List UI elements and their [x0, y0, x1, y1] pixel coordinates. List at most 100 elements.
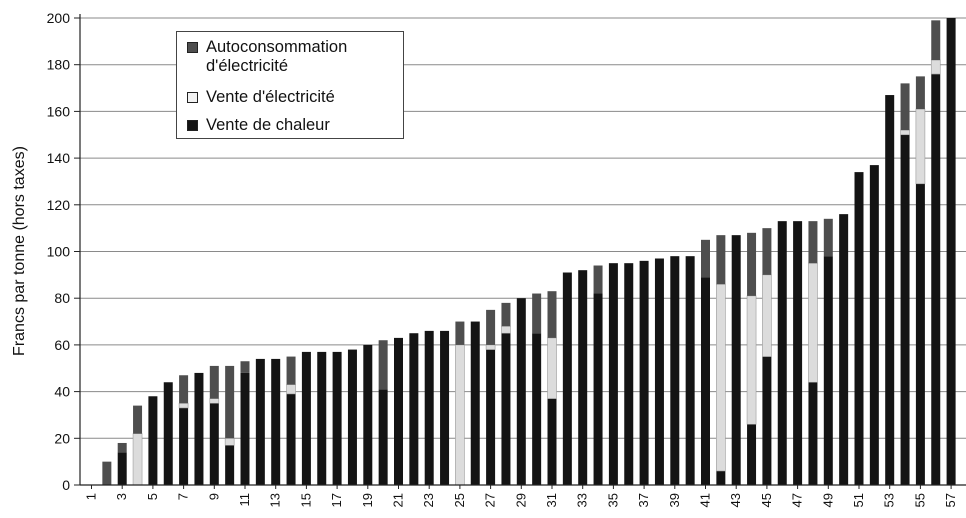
bar-vente-electricite-56 — [930, 59, 941, 75]
bar-vente-chaleur-54 — [900, 134, 910, 485]
y-tick-label: 120 — [47, 197, 71, 213]
x-tick-label: 27 — [483, 493, 498, 507]
bar-vente-chaleur-52 — [869, 165, 879, 486]
x-tick-label: 19 — [360, 493, 375, 507]
legend: Autoconsommation d'électricité Vente d'é… — [176, 31, 404, 139]
bar-autoconsommation-14 — [286, 356, 296, 385]
bar-vente-chaleur-43 — [731, 235, 741, 485]
y-axis-label: Francs par tonne (hors taxes) — [11, 146, 28, 356]
x-tick-label: 23 — [421, 493, 436, 507]
x-tick-label: 39 — [667, 493, 682, 507]
x-tick-label: 21 — [391, 493, 406, 507]
bar-vente-chaleur-30 — [532, 333, 542, 485]
bar-vente-chaleur-42 — [716, 470, 726, 485]
y-tick-label: 160 — [47, 103, 71, 119]
bar-autoconsommation-42 — [716, 235, 726, 285]
bar-vente-chaleur-6 — [163, 382, 173, 485]
bar-vente-electricite-44 — [746, 295, 757, 425]
y-tick-label: 140 — [47, 150, 71, 166]
bar-vente-chaleur-51 — [854, 172, 864, 486]
bar-vente-chaleur-11 — [240, 372, 250, 485]
bar-vente-electricite-10 — [224, 437, 235, 446]
x-tick-label: 3 — [114, 493, 129, 500]
bar-vente-electricite-31 — [547, 337, 557, 399]
bar-vente-chaleur-49 — [823, 256, 833, 485]
bar-vente-chaleur-57 — [946, 18, 956, 485]
bar-vente-electricite-45 — [762, 274, 772, 357]
x-tick-label: 29 — [513, 493, 528, 507]
bar-vente-chaleur-18 — [347, 349, 357, 485]
bar-vente-chaleur-23 — [424, 330, 434, 485]
x-tick-label: 9 — [206, 493, 221, 500]
bar-vente-chaleur-5 — [148, 396, 158, 485]
bar-autoconsommation-11 — [240, 361, 250, 373]
bar-autoconsommation-27 — [486, 309, 496, 345]
bar-autoconsommation-9 — [209, 365, 219, 399]
y-tick-label: 40 — [54, 384, 70, 400]
bar-vente-chaleur-48 — [808, 382, 818, 485]
bar-vente-chaleur-34 — [593, 293, 603, 485]
bar-autoconsommation-3 — [117, 442, 127, 453]
bar-vente-chaleur-37 — [639, 260, 649, 485]
bar-vente-chaleur-32 — [562, 272, 572, 485]
y-tick-label: 0 — [62, 477, 70, 493]
bar-vente-chaleur-50 — [839, 214, 849, 485]
bar-vente-chaleur-20 — [378, 389, 388, 485]
x-tick-label: 17 — [329, 493, 344, 507]
bar-vente-chaleur-53 — [885, 95, 895, 486]
legend-label-autoconsommation: Autoconsommation d'électricité — [206, 38, 347, 76]
x-tick-label: 53 — [882, 493, 897, 507]
bar-vente-electricite-9 — [209, 398, 220, 404]
bar-vente-chaleur-22 — [409, 333, 419, 485]
legend-swatch-vente-electricite — [187, 92, 198, 103]
bar-vente-electricite-7 — [178, 402, 189, 409]
x-tick-label: 37 — [636, 493, 651, 507]
bar-vente-chaleur-7 — [179, 407, 189, 485]
bar-vente-chaleur-16 — [317, 351, 327, 485]
bar-vente-chaleur-26 — [470, 321, 480, 485]
bar-vente-chaleur-9 — [209, 403, 219, 485]
bar-autoconsommation-30 — [532, 293, 542, 334]
bar-vente-chaleur-39 — [670, 256, 680, 485]
x-tick-label: 25 — [452, 493, 467, 507]
bar-vente-electricite-54 — [900, 129, 910, 136]
x-tick-label: 57 — [943, 493, 958, 507]
bar-vente-electricite-27 — [485, 344, 496, 350]
bar-autoconsommation-31 — [547, 291, 557, 338]
y-tick-label: 180 — [47, 57, 71, 73]
x-tick-label: 31 — [544, 493, 559, 507]
bar-autoconsommation-2 — [102, 461, 112, 485]
x-tick-label: 13 — [268, 493, 283, 507]
bar-vente-chaleur-13 — [271, 358, 281, 485]
bar-vente-chaleur-56 — [931, 74, 941, 485]
bar-vente-chaleur-10 — [225, 445, 235, 485]
bar-autoconsommation-45 — [762, 228, 772, 275]
bar-autoconsommation-56 — [931, 20, 941, 61]
bar-autoconsommation-55 — [915, 76, 925, 110]
x-tick-label: 51 — [851, 493, 866, 507]
bar-vente-chaleur-28 — [501, 333, 511, 485]
bar-autoconsommation-54 — [900, 83, 910, 131]
bar-autoconsommation-34 — [593, 265, 603, 294]
bar-autoconsommation-44 — [747, 232, 757, 296]
bar-vente-chaleur-14 — [286, 393, 296, 485]
legend-label-vente-electricite: Vente d'électricité — [206, 88, 335, 106]
bar-vente-chaleur-41 — [701, 277, 710, 485]
bar-vente-electricite-4 — [132, 433, 143, 486]
y-tick-label: 20 — [54, 430, 70, 446]
bar-vente-chaleur-44 — [747, 424, 757, 485]
bar-vente-chaleur-45 — [762, 356, 772, 485]
bar-vente-electricite-55 — [915, 108, 926, 185]
y-tick-label: 60 — [54, 337, 70, 353]
bar-autoconsommation-20 — [378, 340, 388, 390]
bar-vente-electricite-14 — [286, 384, 296, 395]
y-tick-label: 200 — [47, 10, 71, 26]
bar-autoconsommation-25 — [455, 321, 465, 345]
bar-autoconsommation-41 — [701, 239, 710, 278]
bar-autoconsommation-48 — [808, 221, 818, 264]
bar-autoconsommation-7 — [179, 375, 189, 404]
x-tick-label: 55 — [912, 493, 927, 507]
legend-label-line2: d'électricité — [206, 57, 289, 75]
